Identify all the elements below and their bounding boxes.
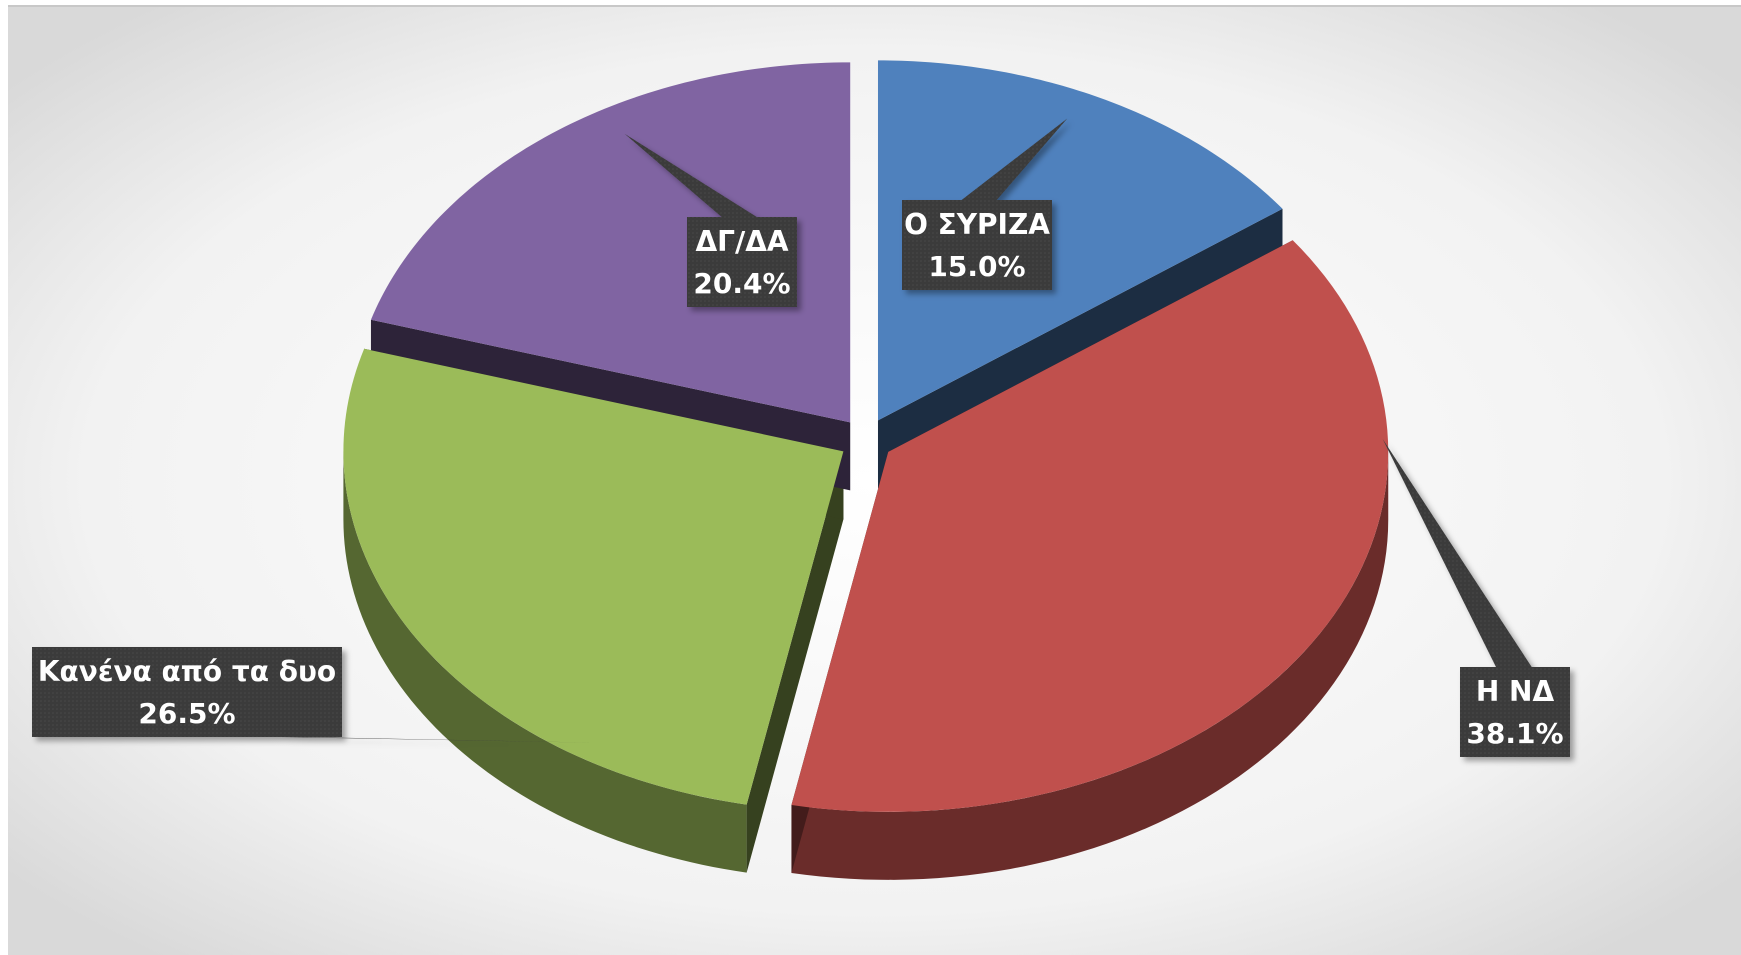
page: {"chart_data": {"type": "pie", "categori…	[0, 0, 1741, 955]
category-label: Η ΝΔ	[1476, 675, 1555, 708]
value-label: 15.0%	[928, 250, 1025, 283]
value-label: 26.5%	[138, 697, 235, 730]
chart: Ο ΣΥΡΙΖΑ 15.0% Η ΝΔ 38.1% Κανένα από τα δυο 2…	[0, 0, 1741, 955]
value-label: 20.4%	[693, 267, 790, 300]
value-label: 38.1%	[1466, 717, 1563, 750]
category-label: ΔΓ/ΔΑ	[695, 225, 788, 258]
category-label: Ο ΣΥΡΙΖΑ	[904, 208, 1050, 241]
category-label: Κανένα από τα δυο	[38, 655, 336, 688]
